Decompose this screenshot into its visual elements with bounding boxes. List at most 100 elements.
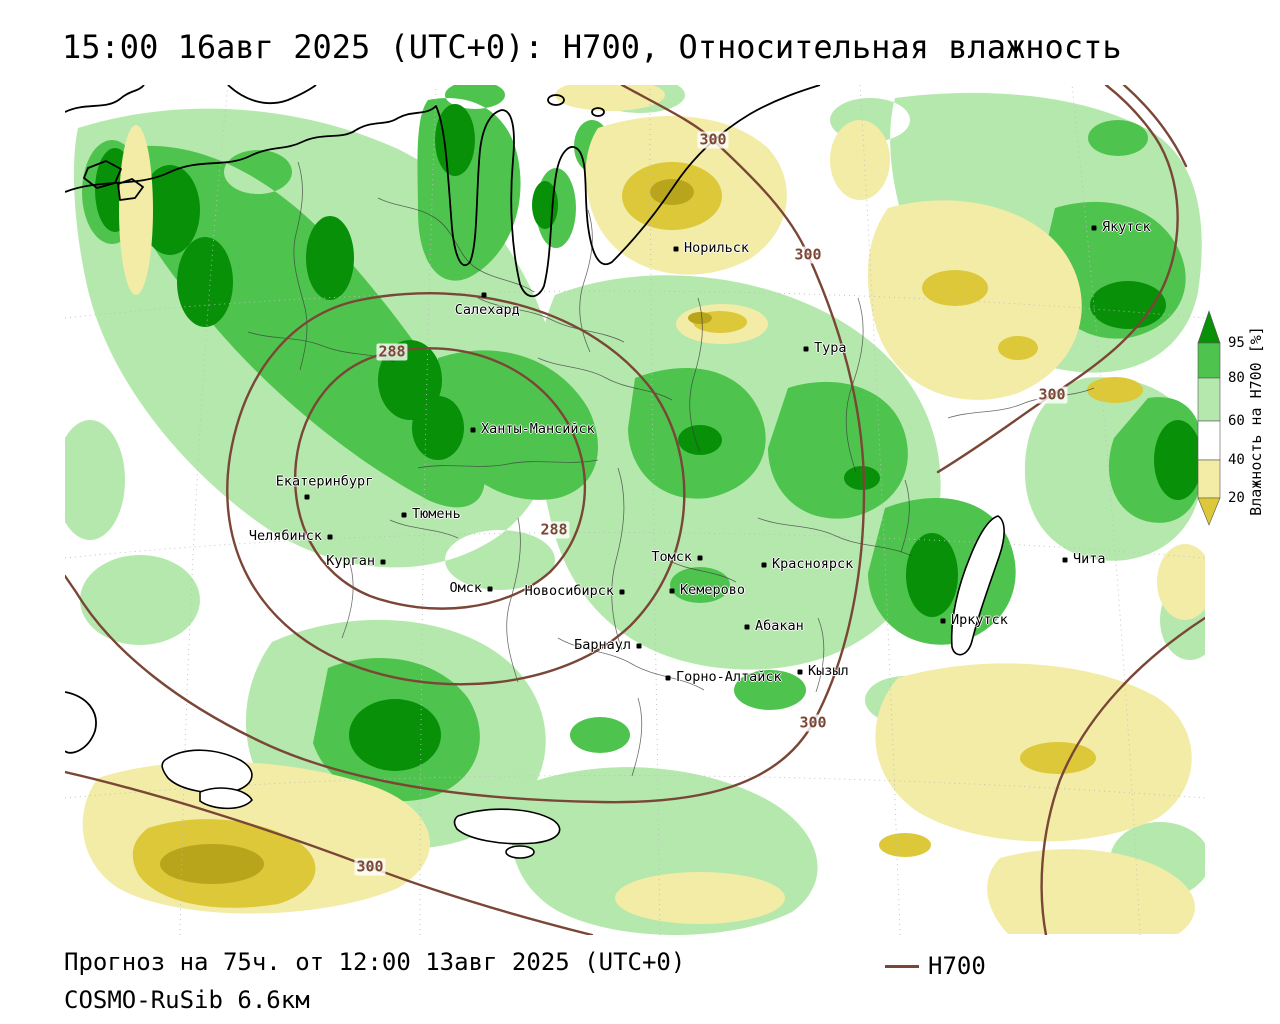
region-border [293, 161, 308, 371]
geopotential-contours-layer [65, 85, 1205, 935]
coastline-layer [65, 85, 1005, 859]
admin-borders-layer [247, 161, 1095, 777]
colorbar-segment-40-60 [1197, 420, 1221, 461]
city-dot [304, 494, 310, 500]
city-dot [744, 624, 750, 630]
city-dot [401, 512, 407, 518]
city-label: Кемерово [680, 582, 746, 599]
city-label: Новосибирск [524, 583, 614, 600]
city-label: Курган [326, 553, 375, 570]
city-dot [797, 669, 803, 675]
h700-contour-300-east [936, 85, 1179, 474]
city-dot [1091, 225, 1097, 231]
region-border [341, 557, 354, 639]
contour-label: 300 [354, 857, 386, 876]
colorbar-segment-under20 [1197, 497, 1221, 526]
city-label: Чита [1073, 551, 1106, 568]
city-dot [669, 588, 675, 594]
coastline-segment [65, 85, 145, 113]
city-label: Красноярск [772, 556, 854, 573]
region-border [557, 637, 705, 691]
h700-contour-300-southeast [1040, 616, 1205, 935]
colorbar-tick: 80 [1228, 370, 1245, 386]
contour-label: 300 [697, 130, 729, 149]
humidity-field-layer [65, 85, 1205, 935]
city-label: Салехард [454, 302, 520, 318]
city-label: Абакан [755, 618, 804, 635]
region-border [377, 197, 535, 293]
page-title: 15:00 16авг 2025 (UTC+0): H700, Относите… [62, 28, 1122, 66]
city-label: Екатеринбург [275, 473, 374, 490]
city-dot [697, 555, 703, 561]
city-dot [636, 643, 642, 649]
city-dot [619, 589, 625, 595]
city-dot [940, 618, 946, 624]
graticule-layer [65, 85, 1205, 935]
city-dot [327, 534, 333, 540]
humidity-region-pale-yellow [82, 85, 1205, 934]
arctic-coastline [65, 85, 821, 298]
contour-label: 300 [792, 245, 824, 264]
colorbar-segment-95plus [1197, 310, 1221, 344]
region-border [477, 297, 625, 343]
contour-legend: H700 [885, 952, 986, 980]
city-dot [1062, 557, 1068, 563]
colorbar-tick: 20 [1228, 490, 1245, 506]
region-border [667, 559, 737, 583]
city-label: Тура [814, 340, 847, 357]
h700-contour-288-inner [294, 347, 587, 610]
city-label: Тюмень [412, 506, 461, 523]
city-label: Томск [651, 549, 692, 566]
region-border [689, 297, 703, 453]
lake-outline [505, 845, 535, 859]
city-dot [803, 346, 809, 352]
colorbar-tick: 60 [1228, 413, 1245, 429]
city-label: Барнаул [574, 637, 631, 654]
island-outline [83, 160, 122, 189]
city-label: Омск [449, 580, 482, 597]
city-label: Кызыл [808, 663, 849, 680]
region-border [417, 459, 599, 469]
colorbar-axis-label: Влажность на H700 [%] [1247, 326, 1265, 516]
city-label: Горно-Алтайск [676, 669, 782, 686]
forecast-info: Прогноз на 75ч. от 12:00 13авг 2025 (UTC… [64, 948, 686, 976]
legend-label: H700 [928, 952, 986, 980]
humidity-region-yellow [132, 162, 1143, 908]
city-dot [470, 427, 476, 433]
region-border [506, 517, 521, 683]
h700-line-sample [885, 964, 919, 968]
h700-contour-segment [1122, 85, 1188, 168]
contour-label: 288 [376, 342, 408, 361]
lake-baikal [950, 515, 1005, 656]
h700-contour-ring [226, 292, 686, 686]
map-overlay: Норильск Салехард Тура Якутск Ханты-Мансийск… [65, 85, 1205, 935]
contour-label: 300 [797, 713, 829, 732]
coastline-segment [227, 85, 317, 104]
humidity-region-dark-green [95, 104, 1202, 771]
contour-label: 300 [1036, 385, 1068, 404]
h700-contour-300-main [65, 85, 866, 804]
city-label: Якутск [1102, 219, 1151, 236]
graticule-line [1071, 85, 1141, 935]
island-outline [117, 178, 144, 201]
region-border [900, 479, 910, 553]
region-border [389, 519, 459, 539]
city-dot [481, 292, 487, 298]
coastline-segment [65, 691, 97, 754]
humidity-region-mid-green [82, 85, 1204, 802]
city-label: Ханты-Мансийск [481, 421, 595, 438]
model-info: COSMO-RuSib 6.6км [64, 986, 310, 1014]
city-label: Челябинск [248, 528, 322, 545]
colorbar-segment-60-80 [1197, 377, 1221, 422]
contour-label: 288 [538, 520, 570, 539]
colorbar-segment-80-95 [1197, 342, 1221, 379]
region-border [947, 387, 1095, 419]
city-dot [673, 246, 679, 252]
city-dot [380, 559, 386, 565]
colorbar-scale [1197, 310, 1221, 526]
region-border [611, 467, 625, 651]
city-dot [487, 586, 493, 592]
city-dot [761, 562, 767, 568]
island-outline [591, 107, 605, 117]
island-outline [547, 94, 565, 106]
